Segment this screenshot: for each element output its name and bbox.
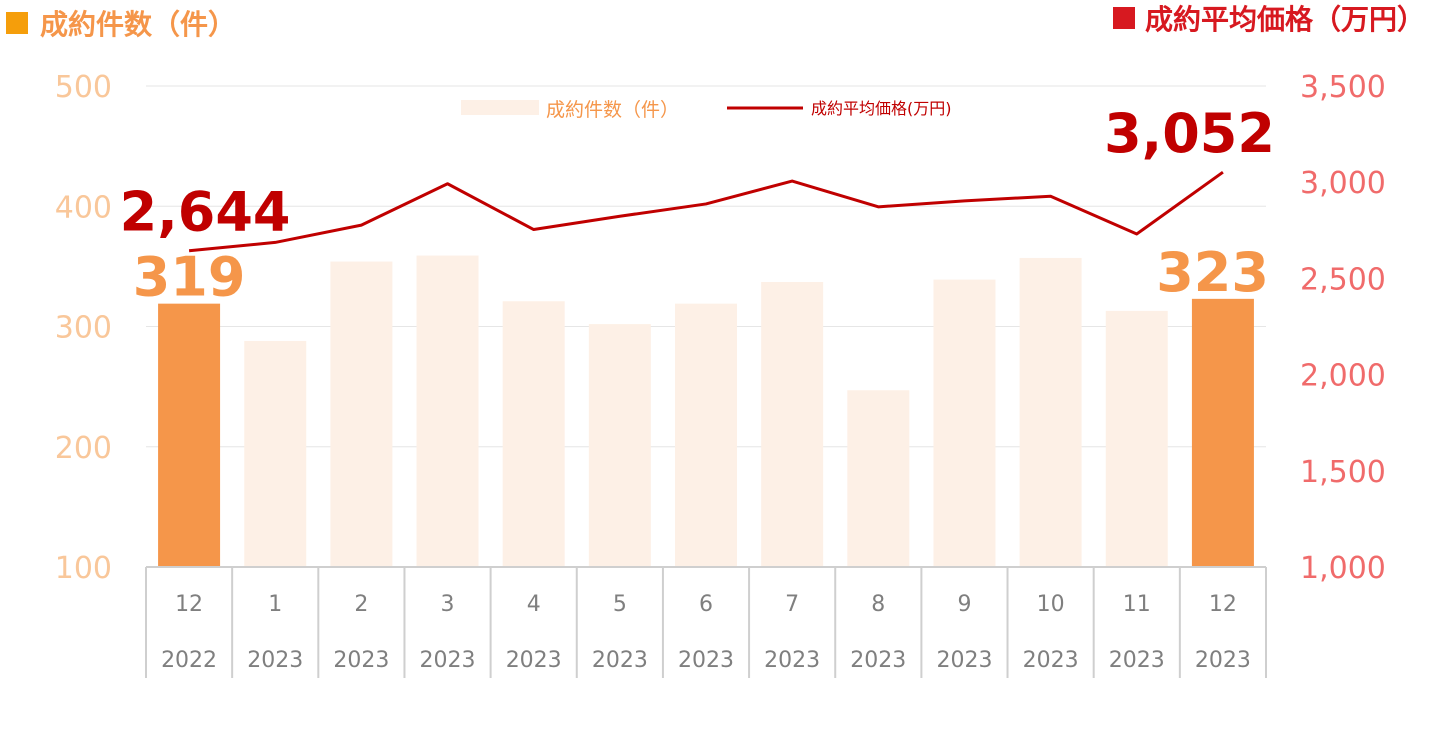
x-tick-year: 2023 — [506, 648, 562, 673]
x-axis: 12 2022 1 2023 2 2023 3 2023 4 2023 5 2023 6 2023 7 202… — [145, 566, 1267, 678]
legend: 成約件数（件） 成約平均価格(万円) — [461, 99, 952, 121]
x-tick-year: 2023 — [333, 648, 389, 673]
x-tick-year: 2023 — [764, 648, 820, 673]
legend-bar-swatch — [461, 100, 539, 115]
x-tick-year: 2023 — [1109, 648, 1165, 673]
x-tick-month: 9 — [957, 592, 971, 617]
left-tick-label: 500 — [55, 70, 112, 105]
x-tick-year: 2023 — [850, 648, 906, 673]
right-tick-label: 2,500 — [1300, 262, 1386, 297]
bar-4 — [502, 301, 565, 567]
right-tick-label: 3,500 — [1300, 70, 1386, 105]
bar-11 — [1105, 310, 1168, 567]
bar-12 — [1191, 298, 1254, 567]
left-tick-label: 200 — [55, 431, 112, 466]
data-labels: 319 323 2,644 3,052 — [120, 102, 1275, 308]
bar-6 — [675, 303, 737, 567]
left-tick-label: 100 — [55, 551, 112, 586]
bar-data-label-12: 323 — [1156, 241, 1269, 304]
bar-0 — [158, 303, 221, 567]
price-line — [188, 170, 1224, 253]
bar-2 — [330, 261, 393, 567]
left-tick-label: 300 — [55, 311, 112, 346]
x-tick-year: 2023 — [678, 648, 734, 673]
x-tick-month: 10 — [1037, 592, 1065, 617]
x-tick-year: 2023 — [1023, 648, 1079, 673]
bar-data-label-0: 319 — [133, 246, 246, 309]
x-tick-month: 8 — [871, 592, 885, 617]
x-tick-month: 7 — [785, 592, 799, 617]
right-y-axis: 3,500 3,000 2,500 2,000 1,500 1,000 — [1300, 70, 1386, 586]
left-tick-label: 400 — [55, 190, 112, 225]
x-tick-year: 2023 — [936, 648, 992, 673]
x-tick-year: 2023 — [420, 648, 476, 673]
x-tick-month: 1 — [268, 592, 282, 617]
x-tick-year: 2023 — [247, 648, 303, 673]
bar-5 — [588, 324, 651, 567]
bar-3 — [416, 255, 479, 568]
line-data-label-12: 3,052 — [1104, 102, 1275, 165]
x-tick-month: 12 — [1209, 592, 1237, 617]
x-tick-month: 2 — [354, 592, 368, 617]
x-tick-year: 2022 — [161, 648, 217, 673]
x-tick-year: 2023 — [592, 648, 648, 673]
bar-8 — [847, 390, 910, 567]
bar-7 — [761, 282, 824, 567]
x-tick-month: 5 — [613, 592, 627, 617]
right-axis-title: 成約平均価格（万円） — [1145, 3, 1425, 36]
right-title-marker-icon — [1113, 7, 1135, 29]
right-tick-label: 1,500 — [1300, 455, 1386, 490]
left-axis-title: 成約件数（件） — [40, 8, 236, 41]
left-y-axis: 500 400 300 200 100 — [55, 70, 112, 586]
line-series — [188, 170, 1224, 253]
line-data-label-0: 2,644 — [120, 181, 291, 244]
right-tick-label: 2,000 — [1300, 359, 1386, 394]
legend-line-label: 成約平均価格(万円) — [811, 99, 952, 118]
left-title-marker-icon — [6, 12, 28, 34]
bar-series — [158, 255, 1254, 568]
x-tick-month: 11 — [1123, 592, 1151, 617]
right-tick-label: 1,000 — [1300, 551, 1386, 586]
x-tick-year: 2023 — [1195, 648, 1251, 673]
x-tick-month: 4 — [527, 592, 541, 617]
right-tick-label: 3,000 — [1300, 166, 1386, 201]
bar-1 — [244, 340, 307, 567]
x-tick-month: 12 — [175, 592, 203, 617]
bar-9 — [933, 279, 996, 567]
legend-bar-label: 成約件数（件） — [546, 99, 679, 121]
x-tick-month: 3 — [441, 592, 455, 617]
bar-10 — [1019, 257, 1082, 567]
x-tick-month: 6 — [699, 592, 713, 617]
